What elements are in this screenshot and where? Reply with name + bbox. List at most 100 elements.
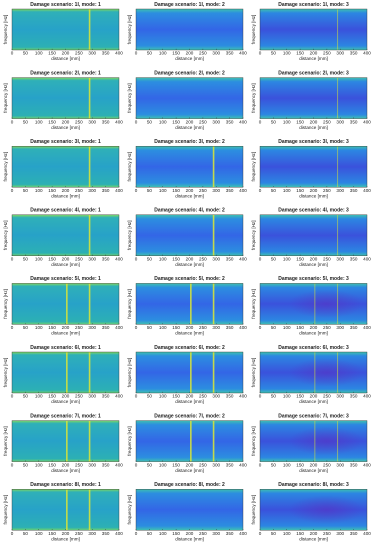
y-axis-label: frequency [Hz] [127,358,132,388]
subplot: Damage scenario: 6I, mode: 1 0 50 100 150 200… [3,345,123,404]
x-tick-label: 50 [147,531,153,536]
subplot-title: Damage scenario: 3I, mode: 2 [154,139,225,145]
subplot: Damage scenario: 7I, mode: 1 0 50 100 150 200… [3,413,123,472]
subplot: Damage scenario: 6I, mode: 3 0 50 100 150 200… [251,345,371,404]
x-tick-label: 300 [212,394,220,399]
x-tick-label: 200 [62,394,70,399]
x-tick-label: 150 [296,462,304,467]
x-tick-label: 250 [199,119,207,124]
heatmap-image [136,77,243,119]
x-tick-label: 0 [135,462,138,467]
x-tick-label: 0 [11,462,14,467]
x-tick-label: 200 [186,188,194,193]
y-axis-label: frequency [Hz] [3,83,8,113]
subplot: Damage scenario: 4I, mode: 1 0 50 100 150 200… [3,208,123,267]
y-axis-label: frequency [Hz] [3,495,8,525]
x-tick-label: 250 [75,325,83,330]
x-tick-label: 200 [186,531,194,536]
x-tick-label: 50 [147,257,153,262]
x-tick-label: 250 [323,51,331,56]
x-tick-label: 0 [135,119,138,124]
subplot-title: Damage scenario: 6I, mode: 1 [30,345,101,351]
y-axis-label: frequency [Hz] [251,15,256,45]
x-axis-label: distance [mm] [175,399,204,404]
subplot: Damage scenario: 1I, mode: 1 0 50 100 150 200… [3,2,123,61]
x-tick-label: 50 [147,462,153,467]
x-tick-label: 50 [147,119,153,124]
x-axis-label: distance [mm] [51,193,80,198]
subplot-title: Damage scenario: 3I, mode: 3 [278,139,349,145]
x-tick-label: 50 [271,257,277,262]
x-tick-label: 250 [199,462,207,467]
x-tick-label: 50 [147,394,153,399]
x-tick-label: 250 [199,51,207,56]
x-tick-label: 0 [135,188,138,193]
x-tick-label: 300 [336,462,344,467]
x-tick-label: 400 [115,119,123,124]
subplot-title: Damage scenario: 6I, mode: 2 [154,345,225,351]
x-tick-label: 350 [102,325,110,330]
x-tick-label: 100 [283,119,291,124]
x-axis-label: distance [mm] [299,468,328,473]
x-tick-label: 300 [336,257,344,262]
x-axis-label: distance [mm] [51,536,80,541]
subplot-title: Damage scenario: 4I, mode: 3 [278,208,349,214]
x-tick-label: 0 [259,325,262,330]
x-tick-label: 100 [35,325,43,330]
x-tick-label: 150 [48,51,56,56]
x-axis-label: distance [mm] [51,56,80,61]
y-axis-label: frequency [Hz] [251,495,256,525]
x-tick-label: 100 [283,188,291,193]
subplot-title: Damage scenario: 1I, mode: 1 [30,2,101,8]
subplot-title: Damage scenario: 8I, mode: 1 [30,482,101,488]
x-tick-label: 300 [336,531,344,536]
x-tick-label: 200 [310,51,318,56]
x-tick-label: 350 [226,325,234,330]
x-tick-label: 0 [11,188,14,193]
x-axis-label: distance [mm] [175,536,204,541]
subplot: Damage scenario: 3I, mode: 1 0 50 100 150 200… [3,139,123,198]
x-axis-label: distance [mm] [299,331,328,336]
x-tick-label: 400 [239,257,247,262]
x-axis-label: distance [mm] [175,468,204,473]
x-tick-label: 100 [159,51,167,56]
x-tick-label: 400 [363,119,371,124]
x-tick-label: 200 [186,394,194,399]
x-tick-label: 350 [350,257,358,262]
subplot: Damage scenario: 5I, mode: 3 0 50 100 150 200… [251,276,371,335]
x-tick-label: 200 [310,325,318,330]
heatmap-shade [260,489,367,531]
x-tick-label: 150 [172,394,180,399]
x-tick-label: 300 [88,188,96,193]
x-tick-label: 150 [48,119,56,124]
x-tick-label: 400 [239,325,247,330]
x-tick-label: 50 [271,394,277,399]
subplot: Damage scenario: 2I, mode: 2 0 50 100 150 200… [127,70,247,129]
x-tick-label: 400 [115,394,123,399]
x-tick-label: 0 [135,531,138,536]
x-tick-label: 50 [147,188,153,193]
x-tick-label: 300 [212,257,220,262]
x-tick-label: 250 [199,394,207,399]
x-tick-label: 350 [102,119,110,124]
x-tick-label: 0 [11,257,14,262]
x-tick-label: 200 [310,394,318,399]
x-tick-label: 50 [147,51,153,56]
x-tick-label: 350 [102,394,110,399]
subplot: Damage scenario: 1I, mode: 2 0 50 100 150 200… [127,2,247,61]
x-tick-label: 150 [48,257,56,262]
x-tick-label: 0 [259,531,262,536]
x-tick-label: 50 [147,325,153,330]
x-tick-label: 100 [159,325,167,330]
heatmap-image [12,489,119,531]
x-tick-label: 150 [296,531,304,536]
x-tick-label: 400 [239,462,247,467]
subplot-title: Damage scenario: 2I, mode: 2 [154,70,225,76]
x-tick-label: 400 [115,462,123,467]
x-tick-label: 0 [259,394,262,399]
x-tick-label: 100 [35,257,43,262]
heatmap-image [12,214,119,256]
x-tick-label: 400 [363,462,371,467]
x-tick-label: 400 [239,51,247,56]
x-tick-label: 0 [11,531,14,536]
